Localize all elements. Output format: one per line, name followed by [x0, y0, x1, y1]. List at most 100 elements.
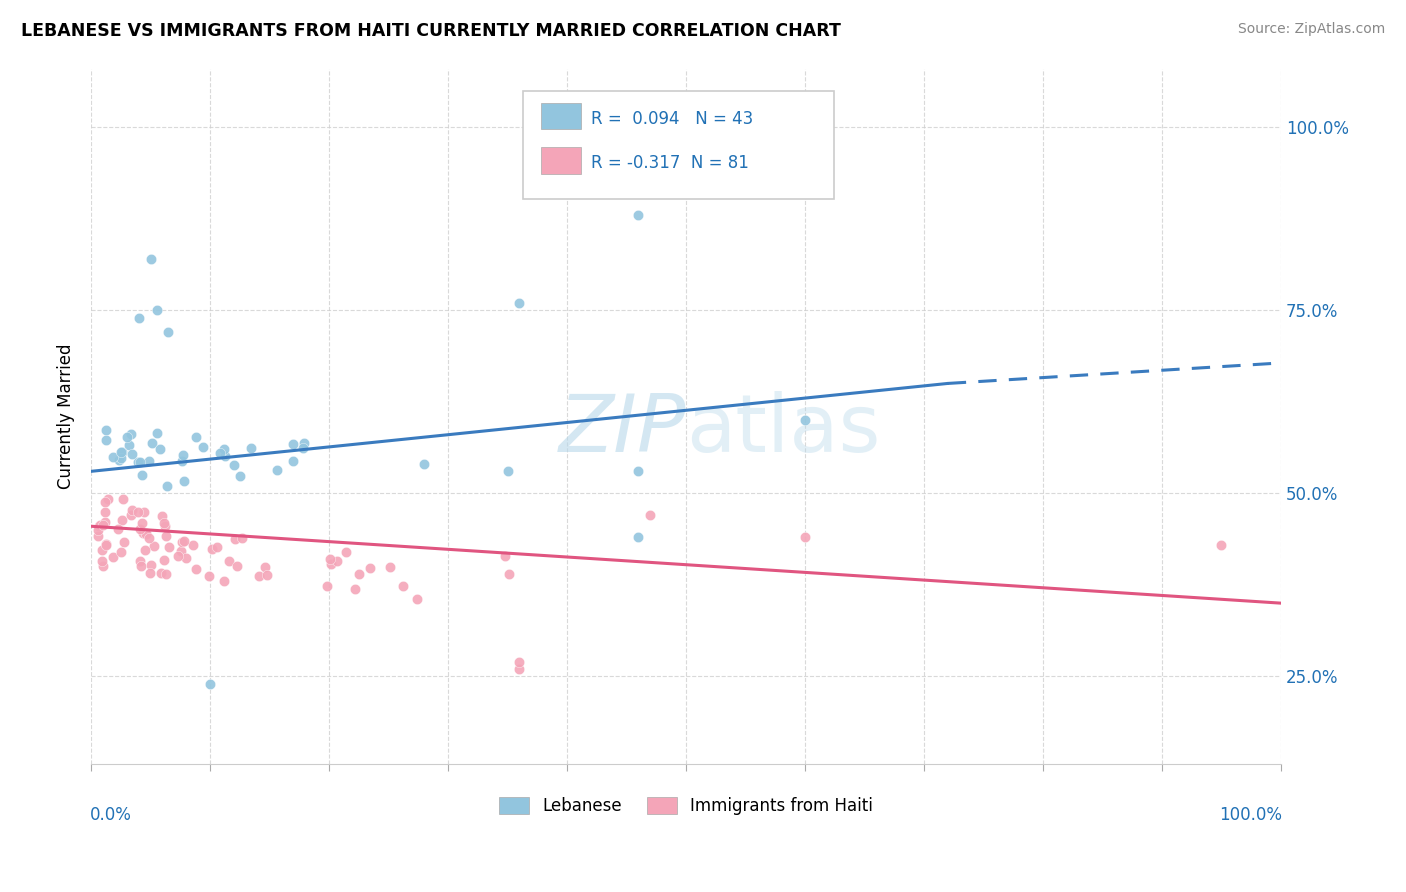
Point	[127, 505, 149, 519]
Point	[128, 310, 150, 325]
Point	[107, 522, 129, 536]
Point	[794, 413, 817, 427]
Point	[184, 562, 207, 576]
Text: 0.0%: 0.0%	[90, 806, 132, 824]
Point	[139, 252, 162, 266]
Point	[91, 554, 114, 568]
Point	[224, 532, 246, 546]
Point	[627, 208, 650, 222]
Text: R =  0.094   N = 43: R = 0.094 N = 43	[591, 110, 752, 128]
Point	[93, 505, 115, 519]
Point	[87, 519, 110, 533]
Point	[157, 540, 180, 554]
Point	[110, 545, 132, 559]
Point	[117, 429, 139, 443]
Text: ZIP: ZIP	[558, 392, 686, 469]
Point	[172, 448, 194, 462]
Point	[157, 325, 180, 339]
Point	[121, 503, 143, 517]
Point	[121, 447, 143, 461]
Point	[170, 535, 193, 549]
Point	[94, 515, 117, 529]
Point	[170, 454, 193, 468]
Point	[101, 550, 124, 565]
Point	[138, 531, 160, 545]
Point	[794, 530, 817, 544]
Point	[222, 458, 245, 472]
Point	[218, 554, 240, 568]
Point	[111, 513, 134, 527]
Point	[138, 454, 160, 468]
Text: R = -0.317  N = 81: R = -0.317 N = 81	[591, 154, 748, 172]
Point	[176, 550, 198, 565]
Point	[153, 516, 176, 530]
Point	[112, 535, 135, 549]
Point	[91, 517, 114, 532]
Point	[129, 554, 152, 568]
Point	[107, 453, 129, 467]
Point	[198, 676, 221, 690]
Point	[94, 495, 117, 509]
Point	[96, 538, 118, 552]
Text: 100.0%: 100.0%	[1219, 806, 1282, 824]
Point	[93, 559, 115, 574]
Point	[214, 449, 236, 463]
Point	[96, 537, 118, 551]
Point	[110, 450, 132, 465]
Point	[326, 554, 349, 568]
Point	[131, 468, 153, 483]
Point	[110, 444, 132, 458]
Point	[155, 529, 177, 543]
Point	[91, 543, 114, 558]
Point	[173, 534, 195, 549]
Point	[212, 442, 235, 456]
Point	[129, 558, 152, 573]
Point	[89, 517, 111, 532]
Point	[132, 526, 155, 541]
Point	[101, 450, 124, 464]
Point	[118, 438, 141, 452]
Point	[359, 561, 381, 575]
Point	[143, 539, 166, 553]
Point	[170, 544, 193, 558]
Point	[266, 463, 288, 477]
Point	[508, 662, 530, 676]
Point	[496, 464, 519, 478]
Point	[149, 566, 172, 580]
Point	[229, 469, 252, 483]
Point	[316, 579, 339, 593]
Point	[292, 441, 315, 455]
Point	[343, 582, 366, 596]
Text: Source: ZipAtlas.com: Source: ZipAtlas.com	[1237, 22, 1385, 37]
Point	[640, 508, 662, 523]
Point	[141, 435, 163, 450]
Point	[205, 540, 228, 554]
Point	[413, 457, 436, 471]
Point	[184, 430, 207, 444]
Point	[349, 567, 371, 582]
Point	[94, 423, 117, 437]
Point	[153, 553, 176, 567]
Point	[146, 425, 169, 440]
Y-axis label: Currently Married: Currently Married	[58, 343, 75, 489]
Point	[87, 529, 110, 543]
Point	[498, 567, 520, 582]
Point	[127, 455, 149, 469]
Point	[131, 516, 153, 530]
Point	[212, 574, 235, 588]
Point	[254, 559, 277, 574]
Point	[208, 445, 231, 459]
Point	[225, 559, 247, 574]
Point	[247, 569, 270, 583]
Legend: Lebanese, Immigrants from Haiti: Lebanese, Immigrants from Haiti	[492, 790, 880, 822]
Point	[167, 549, 190, 563]
Point	[156, 479, 179, 493]
Point	[281, 454, 304, 468]
Point	[120, 426, 142, 441]
Text: atlas: atlas	[686, 392, 880, 469]
Point	[294, 436, 316, 450]
Point	[240, 441, 263, 455]
Point	[231, 531, 253, 545]
Point	[94, 433, 117, 447]
Point	[149, 442, 172, 456]
